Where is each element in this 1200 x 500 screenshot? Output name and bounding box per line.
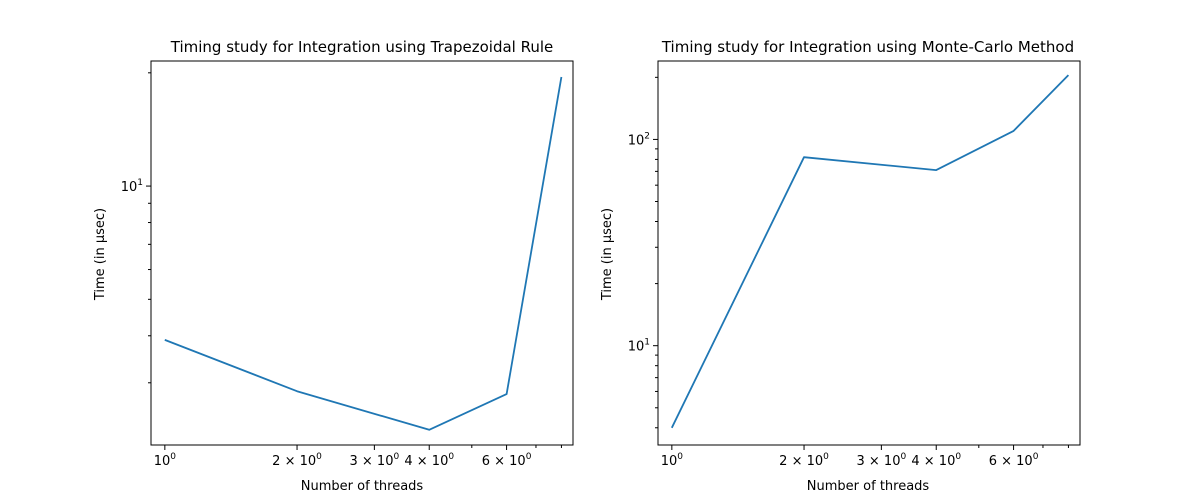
chart-panel-monte-carlo: Timing study for Integration using Monte…: [600, 38, 1081, 494]
x-axis-label: Number of threads: [807, 479, 930, 494]
y-tick-label: 102: [628, 131, 650, 148]
y-axis-label: Time (in μsec): [93, 208, 108, 301]
x-tick-label: 4 × 100: [404, 452, 454, 469]
series-line: [670, 74, 1070, 429]
y-axis-label: Time (in μsec): [600, 208, 615, 301]
x-tick-label: 4 × 100: [911, 452, 961, 469]
x-tick-label: 3 × 100: [857, 452, 907, 469]
x-axis-label: Number of threads: [301, 479, 424, 494]
series-line: [164, 76, 563, 431]
y-tick-label: 101: [121, 178, 143, 195]
x-tick-label: 100: [661, 452, 684, 469]
y-tick-label: 101: [628, 338, 650, 355]
x-tick-label: 2 × 100: [272, 452, 322, 469]
plot-frame: [657, 60, 1081, 446]
x-tick-label: 100: [154, 452, 177, 469]
x-tick-label: 3 × 100: [350, 452, 400, 469]
plot-frame: [150, 60, 574, 446]
x-tick-label: 2 × 100: [779, 452, 829, 469]
x-tick-label: 6 × 100: [482, 452, 532, 469]
x-tick-label: 6 × 100: [989, 452, 1039, 469]
chart-title: Timing study for Integration using Trape…: [170, 38, 554, 56]
chart-panel-trapezoidal: Timing study for Integration using Trape…: [93, 38, 574, 494]
chart-title: Timing study for Integration using Monte…: [661, 38, 1074, 56]
